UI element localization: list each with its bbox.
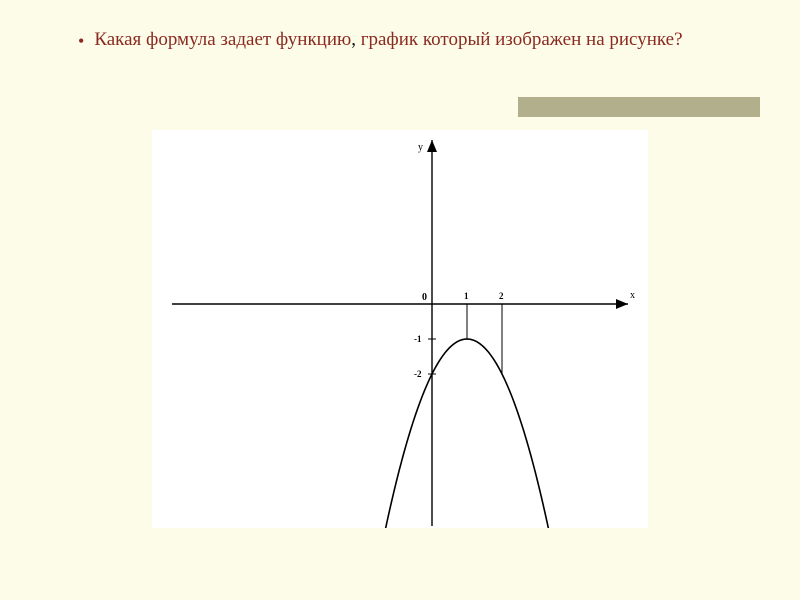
svg-text:1: 1: [464, 291, 469, 301]
svg-text:x: x: [630, 290, 635, 301]
svg-text:-2: -2: [414, 369, 422, 379]
q-part2: график который изображен на рисунке?: [361, 29, 683, 50]
svg-text:2: 2: [499, 291, 504, 301]
question-text: Какая формула задает функцию, график кот…: [94, 28, 682, 53]
question-line: • Какая формула задает функцию, график к…: [78, 28, 698, 53]
bullet: •: [78, 28, 84, 53]
function-graph: x y 0 1 2 -1 -2: [152, 130, 648, 528]
q-part1: Какая формула задает функцию: [94, 29, 351, 50]
svg-text:0: 0: [422, 292, 427, 303]
graph-panel: x y 0 1 2 -1 -2: [152, 130, 648, 528]
question-block: • Какая формула задает функцию, график к…: [78, 28, 698, 53]
q-sep: ,: [351, 29, 361, 50]
decorative-bar: [518, 97, 760, 117]
svg-text:-1: -1: [414, 334, 422, 344]
svg-text:y: y: [418, 142, 423, 153]
